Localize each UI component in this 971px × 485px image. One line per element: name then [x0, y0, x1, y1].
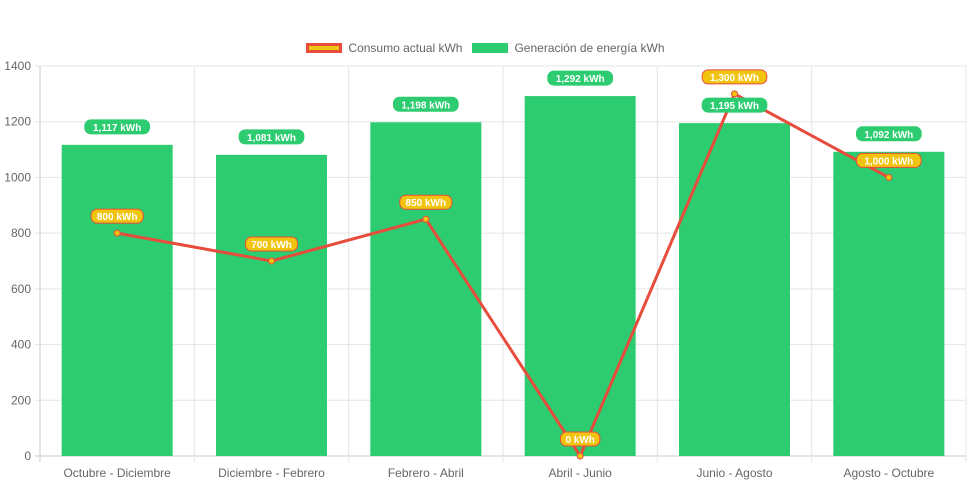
bar [370, 122, 482, 457]
line-data-label: 700 kWh [244, 236, 299, 252]
data-label-bg [855, 126, 922, 142]
data-label-bg [701, 97, 768, 113]
y-tick-label: 0 [24, 449, 31, 463]
bar [61, 144, 173, 457]
bar-data-label: 1,292 kWh [547, 70, 614, 86]
legend-item-generacion[interactable]: Generación de energía kWh [472, 41, 665, 55]
y-tick-label: 400 [11, 338, 31, 352]
bar [679, 123, 790, 456]
data-label-bg [701, 69, 768, 85]
legend-swatch-consumo [306, 43, 343, 53]
legend-label-consumo: Consumo actual kWh [348, 41, 463, 55]
data-label-text: 1,092 kWh [864, 130, 913, 141]
data-label-bg [238, 129, 305, 145]
x-tick-label: Abril - Junio [548, 466, 612, 480]
bar-data-label: 1,092 kWh [855, 126, 922, 142]
line-data-label: 850 kWh [399, 194, 453, 210]
line-point [731, 90, 738, 98]
y-tick-label: 1200 [4, 115, 31, 129]
line-data-label: 800 kWh [90, 208, 144, 224]
bar [833, 151, 945, 457]
data-label-text: 1,081 kWh [247, 133, 296, 144]
data-label-bg [84, 119, 151, 135]
data-label-text: 800 kWh [97, 212, 138, 223]
data-label-text: 1,198 kWh [401, 100, 450, 111]
data-label-bg [559, 431, 601, 447]
line-point [576, 452, 584, 460]
data-label-bg [547, 70, 614, 86]
bar-data-label: 1,198 kWh [392, 96, 459, 112]
legend-label-generacion: Generación de energía kWh [514, 41, 665, 55]
data-label-bg [855, 152, 922, 168]
bar [216, 154, 327, 456]
y-tick-label: 1000 [4, 170, 31, 184]
data-label-text: 1,300 kWh [710, 73, 759, 84]
data-label-text: 1,292 kWh [556, 74, 605, 85]
x-tick-label: Febrero - Abril [388, 466, 464, 480]
data-label-bg [90, 208, 144, 224]
bar-data-label: 1,117 kWh [84, 119, 151, 135]
y-tick-label: 600 [11, 282, 31, 296]
line-data-label: 1,000 kWh [855, 152, 922, 168]
data-label-bg [244, 236, 299, 252]
line-data-label: 0 kWh [559, 431, 601, 447]
line-point [113, 229, 121, 237]
data-label-bg [399, 194, 453, 210]
legend-swatch-generacion [472, 43, 509, 53]
bar-data-label: 1,195 kWh [701, 97, 768, 113]
line-data-label: 1,300 kWh [701, 69, 768, 85]
line-point [422, 215, 430, 223]
data-label-text: 850 kWh [406, 198, 447, 209]
data-label-text: 1,117 kWh [93, 123, 141, 134]
data-label-text: 0 kWh [565, 435, 594, 446]
y-tick-label: 200 [11, 393, 31, 407]
legend-item-consumo[interactable]: Consumo actual kWh [306, 41, 462, 55]
bar-data-label: 1,081 kWh [238, 129, 305, 145]
data-label-bg [392, 96, 459, 112]
data-label-text: 1,195 kWh [710, 101, 759, 112]
y-tick-label: 1400 [4, 59, 31, 73]
x-tick-label: Junio - Agosto [696, 466, 772, 480]
data-label-text: 700 kWh [251, 240, 292, 251]
y-tick-label: 800 [11, 226, 31, 240]
x-tick-label: Octubre - Diciembre [63, 466, 171, 480]
line-point [885, 173, 893, 181]
data-label-text: 1,000 kWh [864, 156, 913, 167]
line-point [268, 257, 275, 265]
x-tick-label: Agosto - Octubre [843, 466, 934, 480]
legend: Consumo actual kWh Generación de energía… [0, 41, 971, 55]
bar [524, 96, 636, 456]
x-tick-label: Diciembre - Febrero [218, 466, 325, 480]
